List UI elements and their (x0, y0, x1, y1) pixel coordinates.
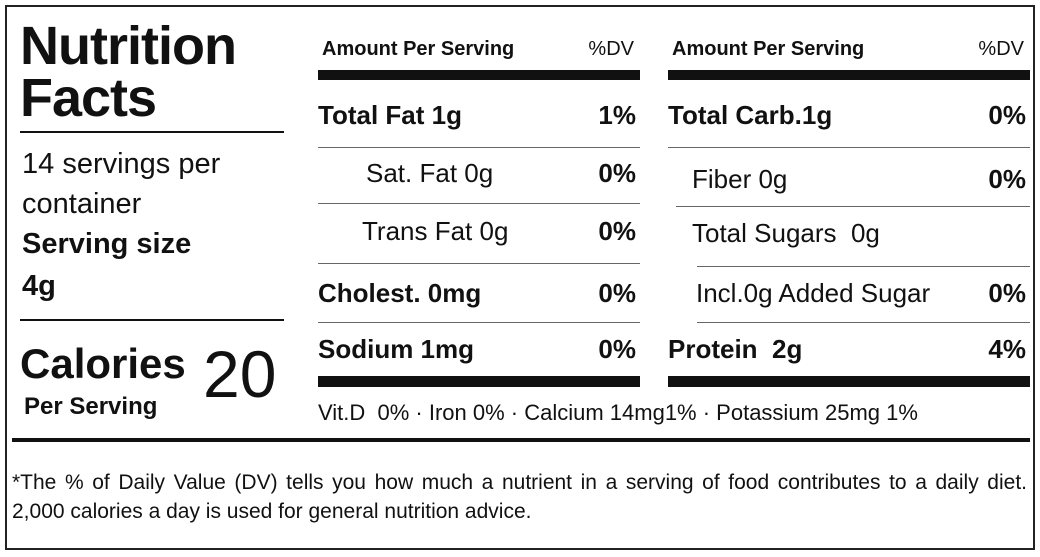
nutrient: Total Carb.1g (668, 100, 833, 130)
header-amount: Amount Per Serving (322, 38, 515, 60)
rule (20, 131, 284, 133)
daily-value: 0% (598, 334, 636, 364)
nutrient: Sat. Fat 0g (366, 158, 494, 188)
thick-rule (318, 376, 640, 387)
nutrient: Sodium 1mg (318, 334, 475, 364)
nutrient: Cholest. 0mg (318, 278, 482, 308)
calories-label: Calories (20, 340, 186, 387)
nutrient: Incl.0g Added Sugar (696, 278, 931, 308)
daily-value: 0% (988, 100, 1026, 130)
rule (318, 263, 640, 264)
title: Nutrition Facts (20, 16, 237, 128)
footnote: *The % of Daily Value (DV) tells you how… (12, 471, 1027, 523)
rule (697, 266, 1030, 267)
serving-size-label: Serving size (22, 228, 192, 260)
rule (12, 438, 1030, 442)
rule (676, 206, 1030, 207)
nutrient: Fiber 0g (692, 164, 788, 194)
thick-rule (668, 376, 1030, 387)
daily-value: 4% (988, 334, 1026, 364)
nutrient: Trans Fat 0g (362, 216, 509, 246)
rule (20, 319, 284, 321)
daily-value: 0% (598, 216, 636, 246)
nutrient: Protein 2g (668, 334, 803, 364)
daily-value: 0% (598, 278, 636, 308)
nutrient: Total Sugars 0g (692, 218, 880, 248)
header-amount: Amount Per Serving (672, 38, 865, 60)
thick-rule (668, 70, 1030, 80)
nutrient: Total Fat 1g (318, 100, 462, 130)
daily-value: 1% (598, 100, 636, 130)
rule (318, 322, 640, 323)
calories-value: 20 (203, 337, 277, 411)
rule (318, 203, 640, 204)
calories-sublabel: Per Serving (24, 393, 158, 420)
rule (697, 322, 1030, 323)
daily-value: 0% (988, 164, 1026, 194)
daily-value: 0% (988, 278, 1026, 308)
rule (318, 147, 640, 148)
header-dv: %DV (588, 38, 634, 60)
label-frame (5, 5, 1035, 550)
thick-rule (318, 70, 640, 80)
header-dv: %DV (978, 38, 1024, 60)
rule (668, 147, 1030, 148)
serving-size-value: 4g (22, 270, 56, 302)
daily-value: 0% (598, 158, 636, 188)
servings: 14 servings per container (22, 148, 221, 220)
vitamins: Vit.D 0% · Iron 0% · Calcium 14mg1% · Po… (318, 400, 918, 425)
